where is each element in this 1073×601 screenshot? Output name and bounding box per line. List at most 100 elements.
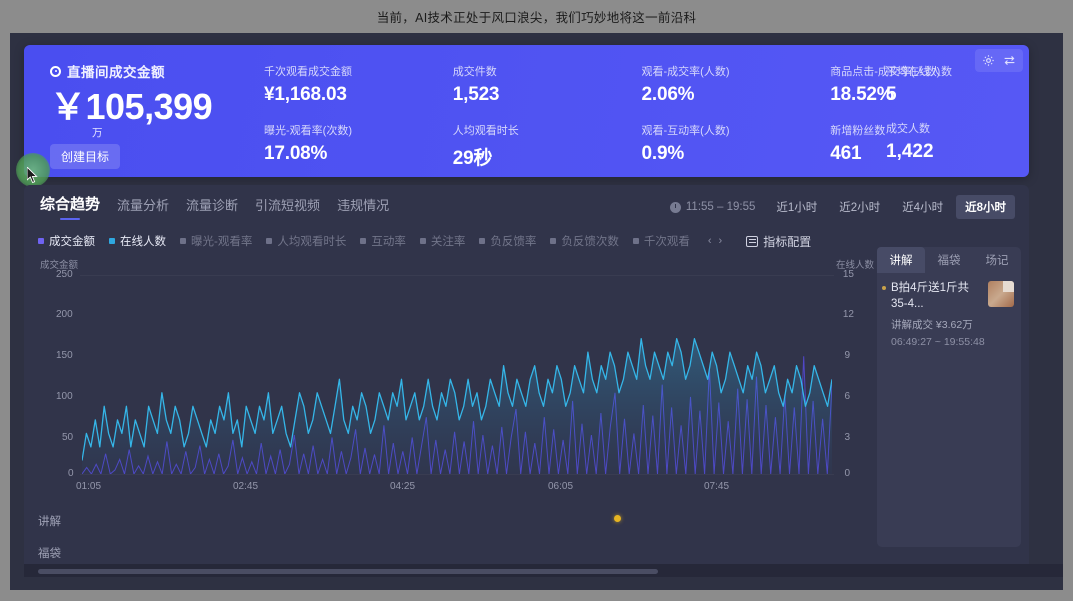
side-panel-card[interactable]: B拍4斤送1斤共35-4... 讲解成交 ¥3.62万 06:49:27 ~ 1…	[877, 273, 1021, 356]
time-range-text: 11:55 – 19:55	[685, 201, 756, 213]
time-button-8h[interactable]: 近8小时	[956, 195, 1015, 219]
legend-label: 负反馈率	[490, 236, 537, 248]
x-tick: 04:25	[390, 481, 416, 492]
kpi-metric-cell: 千次观看成交金额 ¥1,168.03	[264, 63, 447, 106]
chevron-right-icon[interactable]: ›	[718, 235, 723, 247]
tab-violations[interactable]: 违规情况	[337, 198, 390, 213]
legend-chip-negative-feedback-count[interactable]: 负反馈次数	[550, 233, 619, 249]
kpi-primary-label-row: 直播间成交金额	[50, 61, 260, 81]
kpi-metric-label: 商品点击-成交率(人数)	[830, 66, 941, 78]
legend-label: 曝光-观看率	[191, 236, 253, 248]
legend-swatch	[550, 238, 557, 244]
y-tick-right: 6	[844, 391, 850, 402]
kpi-metric-value: 1,523	[452, 84, 500, 105]
legend-pager[interactable]: ‹ ›	[708, 235, 722, 247]
kpi-metric-value: 461	[830, 143, 862, 164]
legend-swatch	[180, 238, 186, 244]
kpi-banner-actions[interactable]	[975, 49, 1023, 72]
kpi-metric-label: 新增粉丝数	[830, 125, 886, 137]
legend-chip-negative-feedback-rate[interactable]: 负反馈率	[479, 233, 536, 249]
window-frame-bottom	[0, 590, 1073, 601]
y-tick-left: 250	[56, 269, 73, 280]
legend-swatch	[632, 238, 639, 244]
legend-chip-transaction-amount[interactable]: 成交金额	[38, 233, 95, 249]
kpi-metric-value: 5	[886, 84, 897, 105]
mouse-cursor	[27, 167, 38, 184]
swap-icon[interactable]	[1001, 52, 1018, 69]
event-row-giftbag[interactable]: 福袋	[38, 548, 61, 560]
side-panel-tabs: 讲解 福袋 场记	[877, 247, 1021, 273]
legend-swatch	[360, 238, 367, 244]
kpi-metric-cell: 成交人数 1,422	[886, 120, 934, 163]
kpi-metric-label: 曝光-观看率(次数)	[264, 125, 352, 137]
kpi-metric-cell: 成交件数 1,523	[453, 63, 636, 106]
trend-chart: 成交金额 在线人数 250 200 150 100 50 0 15 12 9 6…	[38, 257, 876, 502]
metric-config-label: 指标配置	[763, 234, 812, 249]
kpi-metric-value: 29秒	[452, 148, 493, 169]
kpi-primary-value: ￥105,399	[50, 86, 213, 127]
kpi-primary-label: 直播间成交金额	[67, 65, 165, 80]
metric-legend: 成交金额 在线人数 曝光-观看率 人均观看时长 互动率 关注率	[38, 231, 1015, 251]
event-marker-dot[interactable]	[614, 515, 621, 522]
event-row-explanation[interactable]: 讲解	[38, 516, 61, 528]
kpi-metric-label: 千次观看成交金额	[264, 66, 352, 78]
horizontal-scrollbar[interactable]	[38, 569, 658, 574]
create-goal-button[interactable]: 创建目标	[50, 143, 121, 169]
y-tick-right: 9	[844, 350, 850, 361]
y-tick-left: 50	[62, 432, 74, 443]
kpi-primary: 直播间成交金额 ￥105,399 万 创建目标	[50, 61, 260, 169]
x-tick: 01:05	[76, 481, 102, 492]
kpi-primary-unit: 万	[92, 126, 103, 139]
panel-tabs: 综合趋势 流量分析 流量诊断 引流短视频 违规情况	[40, 193, 389, 220]
kpi-metric-cell: 观看-成交率(人数) 2.06%	[642, 63, 825, 106]
legend-chip-per-thousand-views[interactable]: 千次观看	[632, 233, 690, 249]
metric-config-button[interactable]: 指标配置	[746, 233, 811, 250]
kpi-metric-value: 2.06%	[641, 84, 695, 105]
time-range-controls: 11:55 – 19:55 近1小时 近2小时 近4小时 近8小时	[669, 195, 1015, 219]
tab-traffic-analysis[interactable]: 流量分析	[117, 198, 170, 213]
kpi-metric-value: ¥1,168.03	[264, 84, 347, 105]
side-tab-giftbag[interactable]: 福袋	[937, 255, 961, 267]
legend-swatch	[109, 238, 115, 244]
y-tick-right: 12	[842, 309, 854, 320]
card-time-range: 06:49:27 ~ 19:55:48	[891, 336, 985, 349]
legend-chip-exposure-view-rate[interactable]: 曝光-观看率	[180, 233, 252, 249]
legend-label: 成交金额	[49, 236, 95, 248]
time-range-display: 11:55 – 19:55	[669, 201, 756, 213]
gridline	[80, 474, 834, 475]
legend-swatch	[419, 238, 426, 244]
kpi-metric-label: 成交人数	[886, 123, 930, 135]
y-tick-right: 3	[844, 432, 850, 443]
side-tab-scene-log[interactable]: 场记	[985, 255, 1009, 267]
tab-traffic-diagnosis[interactable]: 流量诊断	[186, 198, 239, 213]
kpi-metric-label: 平均在线人数	[886, 66, 952, 78]
legend-chip-interaction-rate[interactable]: 互动率	[360, 233, 406, 249]
tab-comprehensive-trend[interactable]: 综合趋势	[40, 193, 100, 220]
kpi-metric-cell: 商品点击-成交率(人数) 18.52%	[830, 63, 1013, 106]
event-timeline: 讲解 福袋	[38, 507, 876, 569]
kpi-metric-label: 成交件数	[452, 66, 497, 78]
legend-chip-follow-rate[interactable]: 关注率	[419, 233, 465, 249]
time-button-2h[interactable]: 近2小时	[839, 202, 881, 214]
gear-icon[interactable]	[980, 52, 997, 69]
ticker-text: 当前，AI技术正处于风口浪尖，我们巧妙地将这一前沿科	[376, 11, 697, 25]
side-tab-explanation[interactable]: 讲解	[877, 247, 925, 273]
kpi-metric-cell: 人均观看时长 29秒	[453, 122, 636, 170]
kpi-metric-cell: 观看-互动率(人数) 0.9%	[642, 122, 825, 170]
y-tick-left: 100	[56, 391, 73, 402]
trend-panel: 综合趋势 流量分析 流量诊断 引流短视频 违规情况 11:55 – 19:55 …	[24, 185, 1063, 577]
y-tick-left: 0	[68, 468, 74, 479]
y-tick-left: 150	[56, 350, 73, 361]
chevron-left-icon[interactable]: ‹	[707, 235, 712, 247]
time-button-4h[interactable]: 近4小时	[902, 202, 944, 214]
tab-short-video[interactable]: 引流短视频	[255, 198, 321, 213]
time-button-1h[interactable]: 近1小时	[776, 202, 818, 214]
legend-chip-avg-watch-duration[interactable]: 人均观看时长	[266, 233, 346, 249]
y-tick-left: 200	[56, 309, 73, 320]
legend-chip-online-users[interactable]: 在线人数	[109, 233, 166, 249]
kpi-metric-cell: 新增粉丝数 461	[830, 122, 1013, 170]
list-config-icon	[746, 235, 759, 247]
x-tick: 07:45	[704, 481, 730, 492]
kpi-metrics-grid: 千次观看成交金额 ¥1,168.03 成交件数 1,523 观看-成交率(人数)…	[264, 63, 1013, 170]
gridline	[80, 275, 834, 276]
